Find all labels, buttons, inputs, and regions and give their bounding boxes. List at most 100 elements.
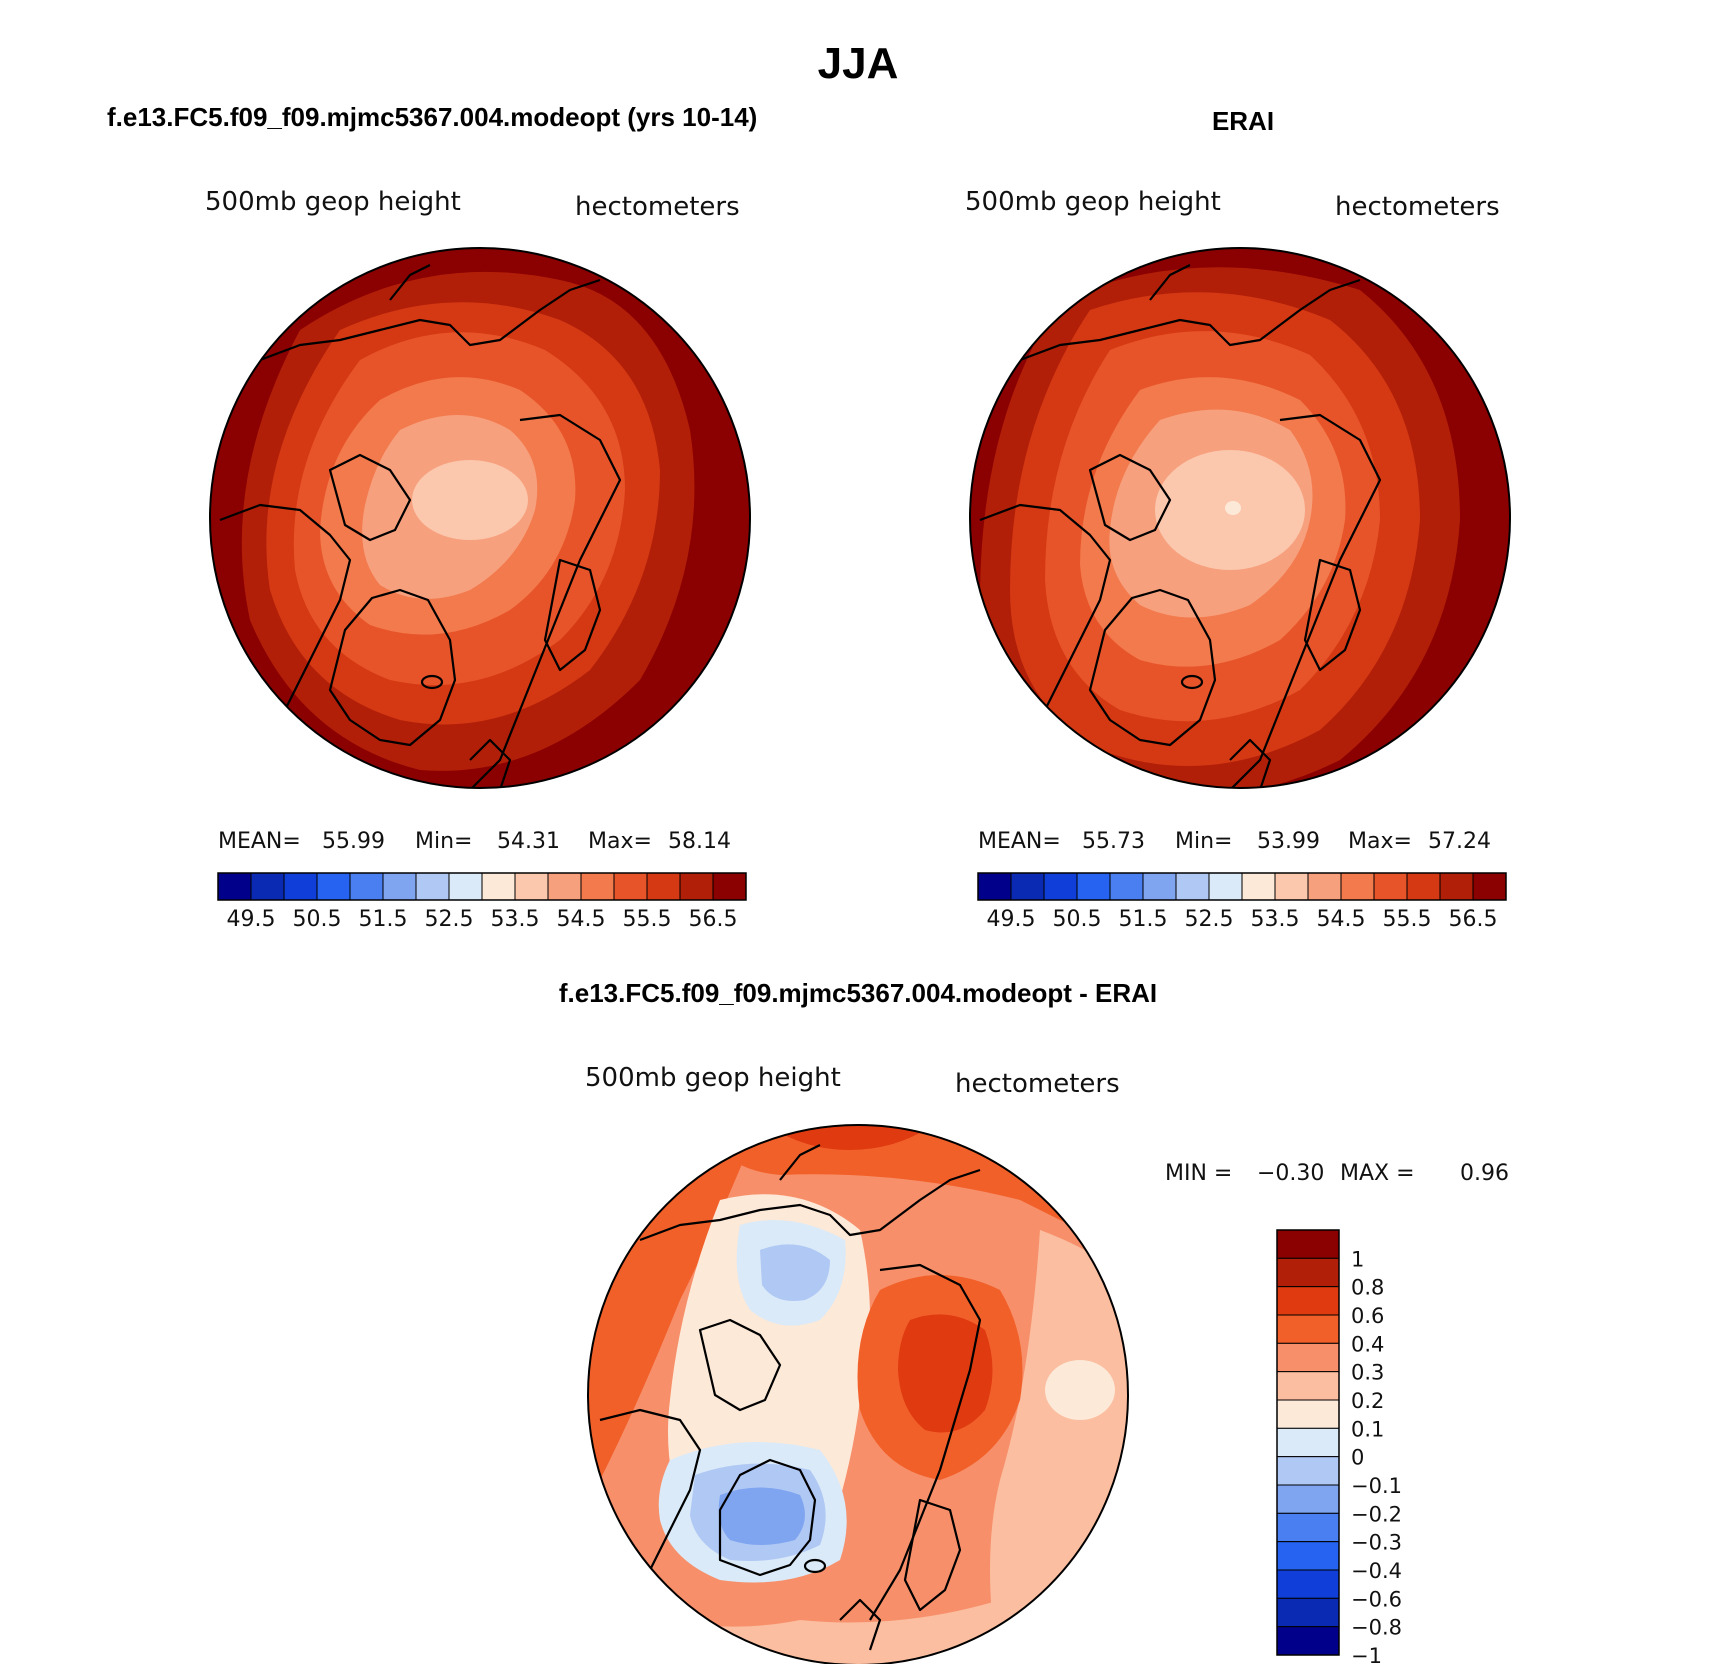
diff-field-pos-siberia-core (898, 1314, 993, 1433)
colorbar-swatch (1276, 1569, 1340, 1599)
colorbar-swatch (382, 872, 417, 901)
colorbar-swatch (349, 872, 384, 901)
colorbar-swatch (1472, 872, 1507, 901)
colorbar-swatch (712, 872, 747, 901)
model-mean-label: MEAN= (218, 829, 301, 854)
colorbar-swatch (580, 872, 615, 901)
erai-min-value: 53.99 (1257, 829, 1320, 854)
colorbar-swatch (613, 872, 648, 901)
colorbar-frame (977, 872, 1507, 901)
model-coastlines (219, 264, 622, 788)
panel-diff-map-frame (587, 1124, 1129, 1664)
colorbar-swatch (1276, 1371, 1340, 1401)
panel-model-colorbar: 49.5 50.5 51.5 52.5 53.5 54.5 55.5 56.5 (217, 872, 747, 932)
colorbar-swatch (1043, 872, 1078, 901)
colorbar-swatch (1276, 1342, 1340, 1373)
diff-max-label: MAX = (1340, 1161, 1415, 1186)
colorbar-swatch (283, 872, 318, 901)
colorbar-tick-label: 0 (1351, 1446, 1364, 1470)
colorbar-tick-label: 50.5 (293, 907, 342, 932)
colorbar-swatch (514, 872, 549, 901)
colorbar-swatch (1276, 1399, 1340, 1429)
panel-diff-stats: MIN = −0.30 MAX = 0.96 (1165, 1161, 1509, 1186)
panel-erai-colorbar: 49.5 50.5 51.5 52.5 53.5 54.5 55.5 56.5 (977, 872, 1507, 932)
colorbar-swatch (448, 872, 483, 901)
colorbar-tick-label: −1 (1351, 1644, 1382, 1664)
colorbar-swatch (1175, 872, 1210, 901)
colorbar-swatch (1439, 872, 1474, 901)
colorbar-tick-label: 0.8 (1351, 1276, 1384, 1300)
colorbar-tick-label: −0.4 (1351, 1559, 1402, 1583)
panel-erai-map (970, 248, 1510, 788)
colorbar-tick-label: 49.5 (987, 907, 1036, 932)
colorbar-tick-label: 55.5 (1383, 907, 1432, 932)
colorbar-swatch (1276, 1314, 1340, 1344)
colorbar-swatch (1373, 872, 1408, 901)
colorbar-frame (1276, 1229, 1340, 1656)
colorbar-swatch (1307, 872, 1342, 901)
colorbar-tick-label: 0.6 (1351, 1304, 1384, 1328)
colorbar-tick-label: 1 (1351, 1247, 1364, 1271)
colorbar-swatch (1276, 1229, 1340, 1259)
colorbar-swatch (1010, 872, 1045, 901)
panel-model-stats: MEAN= 55.99 Min= 54.31 Max= 58.14 (218, 829, 731, 854)
colorbar-frame (217, 872, 747, 901)
colorbar-tick-label: 56.5 (689, 907, 738, 932)
colorbar-swatch (1276, 1541, 1340, 1571)
colorbar-tick-label: 53.5 (491, 907, 540, 932)
colorbar-swatch (1274, 872, 1309, 901)
colorbar-swatch (1276, 1626, 1340, 1656)
panel-diff-colorbar: 1 0.8 0.6 0.4 0.3 0.2 0.1 0 −0.1 −0.2 −0.3 −0.4 −0.6… (1276, 1229, 1402, 1664)
panel-model-variable-label: 500mb geop height (205, 187, 461, 217)
colorbar-tick-label: 52.5 (425, 907, 474, 932)
erai-max-label: Max= (1348, 829, 1412, 854)
diff-min-label: MIN = (1165, 1161, 1232, 1186)
colorbar-swatch (481, 872, 516, 901)
colorbar-tick-label: 53.5 (1251, 907, 1300, 932)
panel-diff-title: f.e13.FC5.f09_f09.mjmc5367.004.modeopt -… (559, 978, 1157, 1008)
model-field-level-53.5 (412, 460, 528, 540)
colorbar-tick-label: 51.5 (1119, 907, 1168, 932)
colorbar-swatch (316, 872, 351, 901)
model-max-label: Max= (588, 829, 652, 854)
diff-max-value: 0.96 (1460, 1161, 1509, 1186)
colorbar-tick-label: 0.2 (1351, 1389, 1384, 1413)
colorbar-tick-label: 49.5 (227, 907, 276, 932)
panel-model: f.e13.FC5.f09_f09.mjmc5367.004.modeopt (… (107, 102, 757, 932)
colorbar-swatch (1276, 1484, 1340, 1514)
colorbar-tick-label: 0.1 (1351, 1417, 1384, 1441)
colorbar-swatch (1241, 872, 1276, 901)
colorbar-swatch (547, 872, 582, 901)
colorbar-swatch (1276, 1512, 1340, 1543)
colorbar-swatch (1276, 1286, 1340, 1316)
colorbar-tick-label: 56.5 (1449, 907, 1498, 932)
colorbar-tick-label: −0.6 (1351, 1587, 1402, 1611)
diff-field-neg-greenland-core (718, 1487, 805, 1545)
colorbar-tick-label: 50.5 (1053, 907, 1102, 932)
panel-erai: ERAI 500mb geop height hectometers (965, 106, 1511, 932)
colorbar-tick-label: −0.2 (1351, 1502, 1402, 1526)
model-min-value: 54.31 (497, 829, 560, 854)
colorbar-swatch (1276, 1257, 1340, 1288)
panel-model-units-label: hectometers (575, 192, 740, 222)
colorbar-swatch (977, 872, 1012, 901)
colorbar-swatch (1340, 872, 1375, 901)
model-max-value: 58.14 (668, 829, 731, 854)
erai-field-level-53.0 (1225, 501, 1241, 515)
colorbar-tick-label: 51.5 (359, 907, 408, 932)
erai-mean-label: MEAN= (978, 829, 1061, 854)
diff-field-neg-north-core (760, 1244, 830, 1301)
colorbar-swatch (1276, 1456, 1340, 1486)
colorbar-swatch (217, 872, 252, 901)
erai-max-value: 57.24 (1428, 829, 1491, 854)
colorbar-swatch (1109, 872, 1144, 901)
diff-coastlines (599, 1144, 982, 1651)
colorbar-tick-label: 54.5 (557, 907, 606, 932)
panel-erai-map-frame (969, 247, 1511, 789)
panel-diff-variable-label: 500mb geop height (585, 1063, 841, 1093)
panel-erai-stats: MEAN= 55.73 Min= 53.99 Max= 57.24 (978, 829, 1491, 854)
diff-min-value: −0.30 (1257, 1161, 1324, 1186)
model-min-label: Min= (415, 829, 472, 854)
colorbar-swatch (1406, 872, 1441, 901)
panel-model-map (210, 248, 750, 788)
